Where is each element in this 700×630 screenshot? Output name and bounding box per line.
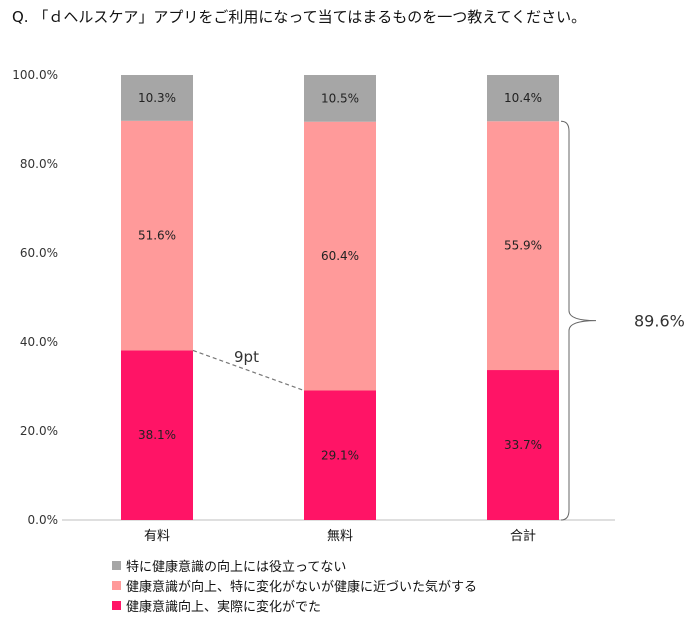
bar-segment (304, 121, 376, 391)
total-label: 89.6% (634, 312, 685, 331)
legend-item: 健康意識が向上、特に変化がないが健康に近づいた気がする (112, 575, 477, 595)
data-label: 10.3% (138, 91, 176, 105)
legend-label: 健康意識向上、実際に変化がでた (126, 599, 322, 615)
bar-segment (487, 370, 559, 520)
legend-swatch (112, 560, 121, 570)
x-category-label: 合計 (510, 528, 536, 544)
data-label: 51.6% (138, 229, 176, 243)
data-label: 38.1% (138, 428, 176, 442)
data-label: 33.7% (504, 438, 542, 452)
page-title: Q. 「ｄヘルスケア」アプリをご利用になって当てはまるものを一つ教えてください。 (12, 8, 587, 26)
data-label: 10.4% (504, 91, 542, 105)
legend-swatch (112, 580, 121, 590)
y-tick-label: 40.0% (20, 335, 58, 349)
data-label: 60.4% (321, 249, 359, 263)
legend-swatch (112, 600, 121, 610)
bar-segment (487, 75, 559, 122)
total-bracket (560, 120, 597, 521)
legend: 特に健康意識の向上には役立ってない健康意識が向上、特に変化がないが健康に近づいた… (112, 555, 477, 615)
legend-label: 健康意識が向上、特に変化がないが健康に近づいた気がする (126, 579, 478, 595)
data-label: 10.5% (321, 91, 359, 105)
bar-segment (487, 121, 559, 371)
data-label: 29.1% (321, 448, 359, 462)
y-tick-label: 60.0% (20, 246, 58, 260)
legend-item: 健康意識向上、実際に変化がでた (112, 595, 477, 615)
y-tick-label: 20.0% (20, 424, 58, 438)
bar-segment (121, 350, 193, 520)
y-tick-label: 0.0% (28, 513, 59, 527)
bar-segment (121, 120, 193, 351)
bar-segment (121, 75, 193, 121)
bar-segment (304, 390, 376, 520)
x-category-label: 無料 (327, 529, 353, 544)
legend-item: 特に健康意識の向上には役立ってない (112, 555, 477, 575)
stacked-bar-chart: 0.0% 20.0% 40.0% 60.0% 80.0% 100.0% 38.1% 51.6%… (12, 68, 685, 544)
difference-connector (192, 349, 305, 392)
difference-label: 9pt (234, 348, 259, 366)
y-tick-label: 100.0% (12, 68, 58, 82)
data-label: 55.9% (504, 239, 542, 253)
legend-label: 特に健康意識の向上には役立ってない (126, 559, 347, 575)
y-tick-label: 80.0% (20, 157, 58, 171)
x-category-label: 有料 (144, 529, 170, 544)
bar-segment (304, 75, 376, 122)
